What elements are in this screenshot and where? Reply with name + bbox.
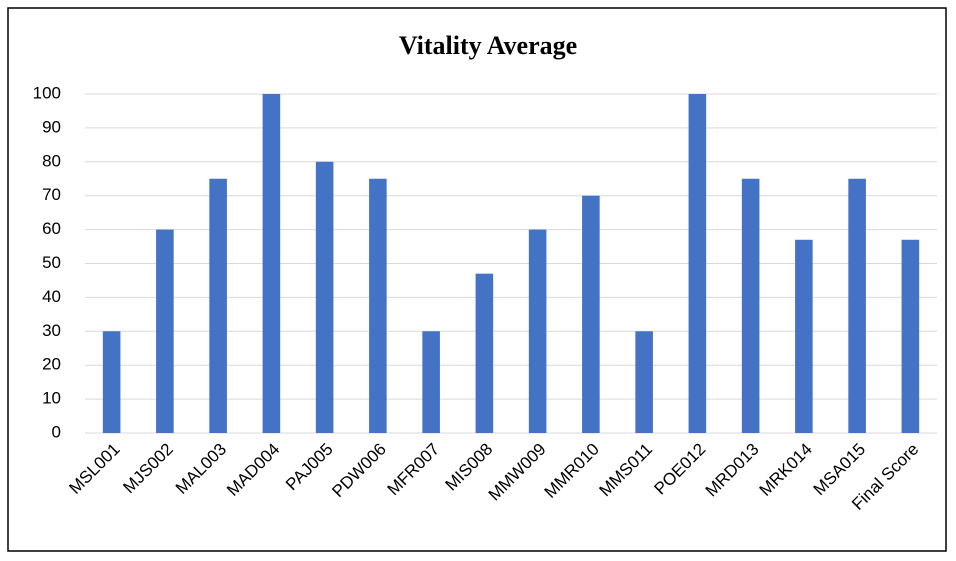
bar [688,94,707,433]
bar [475,273,494,433]
bar [369,178,387,433]
bar [209,178,227,433]
y-tick-label: 60 [42,219,61,238]
y-tick-label: 80 [42,151,61,170]
bar [848,178,866,433]
bar [102,331,121,433]
bar [315,161,334,434]
bar [156,229,174,433]
bar [901,239,920,433]
chart-title: Vitality Average [399,31,577,60]
bar [582,195,600,433]
bar [795,239,813,433]
bar [262,94,281,433]
y-tick-label: 90 [42,117,61,136]
bar [635,331,653,433]
y-tick-label: 30 [42,321,61,340]
bar [422,331,440,433]
y-tick-label: 50 [42,253,61,272]
y-tick-label: 100 [33,83,61,102]
bar [528,229,547,433]
bar [741,178,760,433]
y-tick-label: 70 [42,185,61,204]
y-tick-label: 0 [52,422,61,441]
y-tick-label: 40 [42,287,61,306]
y-tick-label: 20 [42,355,61,374]
y-tick-label: 10 [42,389,61,408]
